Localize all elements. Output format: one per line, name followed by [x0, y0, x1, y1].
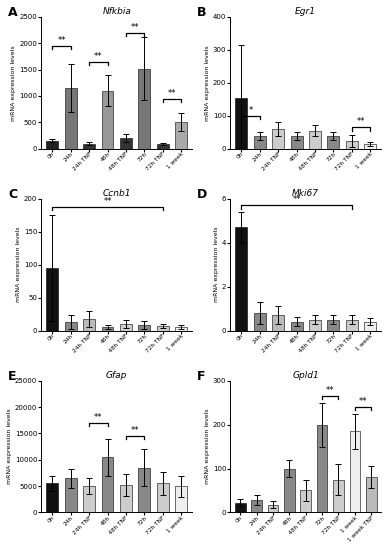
Bar	[300, 491, 311, 513]
Text: B: B	[197, 7, 207, 19]
Text: C: C	[8, 188, 17, 201]
Bar	[327, 320, 339, 331]
Bar	[284, 469, 295, 513]
Bar	[120, 138, 132, 149]
Bar	[47, 268, 58, 331]
Bar	[236, 227, 248, 331]
Bar	[235, 503, 246, 513]
Bar	[272, 315, 284, 331]
Title: Ccnb1: Ccnb1	[102, 189, 131, 198]
Bar	[317, 425, 327, 513]
Text: **: **	[94, 52, 102, 60]
Bar	[83, 486, 95, 513]
Title: Gpld1: Gpld1	[293, 371, 319, 380]
Text: **: **	[357, 117, 365, 126]
Text: **: **	[57, 36, 66, 45]
Bar	[309, 130, 321, 148]
Text: E: E	[8, 370, 17, 383]
Text: **: **	[131, 23, 139, 32]
Bar	[175, 486, 187, 513]
Text: **: **	[292, 195, 301, 205]
Bar	[346, 320, 358, 331]
Text: **: **	[94, 413, 102, 422]
Y-axis label: mRNA expression levels: mRNA expression levels	[16, 227, 21, 302]
Bar	[138, 468, 150, 513]
Y-axis label: mRNA expression levels: mRNA expression levels	[214, 227, 219, 302]
Bar	[251, 500, 262, 513]
Bar	[120, 485, 132, 513]
Bar	[175, 122, 187, 148]
Bar	[291, 322, 303, 331]
Bar	[346, 141, 358, 148]
Bar	[120, 324, 132, 331]
Bar	[254, 313, 266, 331]
Bar	[309, 320, 321, 331]
Text: **: **	[168, 89, 176, 97]
Bar	[236, 97, 248, 148]
Bar	[157, 326, 169, 331]
Y-axis label: mRNA expression levels: mRNA expression levels	[205, 45, 210, 120]
Bar	[254, 136, 266, 148]
Text: **: **	[131, 426, 139, 435]
Y-axis label: mRNA expression levels: mRNA expression levels	[205, 409, 210, 485]
Bar	[47, 141, 58, 149]
Y-axis label: mRNA expression levels: mRNA expression levels	[11, 45, 16, 120]
Bar	[157, 483, 169, 513]
Title: Gfap: Gfap	[106, 371, 127, 380]
Bar	[333, 480, 344, 513]
Title: Egr1: Egr1	[295, 7, 316, 16]
Title: Mki67: Mki67	[292, 189, 319, 198]
Bar	[175, 327, 187, 331]
Bar	[291, 136, 303, 148]
Bar	[102, 91, 114, 148]
Bar	[47, 483, 58, 513]
Bar	[65, 322, 77, 331]
Text: **: **	[359, 397, 367, 406]
Title: Nfkbia: Nfkbia	[102, 7, 131, 16]
Bar	[138, 324, 150, 331]
Bar	[268, 504, 278, 513]
Bar	[350, 431, 360, 513]
Text: **: **	[326, 386, 334, 395]
Bar	[65, 88, 77, 148]
Text: F: F	[197, 370, 206, 383]
Bar	[364, 144, 376, 148]
Bar	[157, 144, 169, 148]
Bar	[102, 327, 114, 331]
Text: **: **	[103, 197, 112, 206]
Bar	[83, 318, 95, 331]
Bar	[102, 457, 114, 513]
Text: *: *	[248, 106, 253, 114]
Bar	[138, 69, 150, 148]
Y-axis label: mRNA expression levels: mRNA expression levels	[7, 409, 12, 485]
Bar	[65, 478, 77, 513]
Bar	[327, 136, 339, 148]
Bar	[83, 144, 95, 148]
Bar	[272, 129, 284, 149]
Text: A: A	[8, 7, 18, 19]
Text: D: D	[197, 188, 208, 201]
Bar	[364, 322, 376, 331]
Bar	[366, 477, 376, 513]
